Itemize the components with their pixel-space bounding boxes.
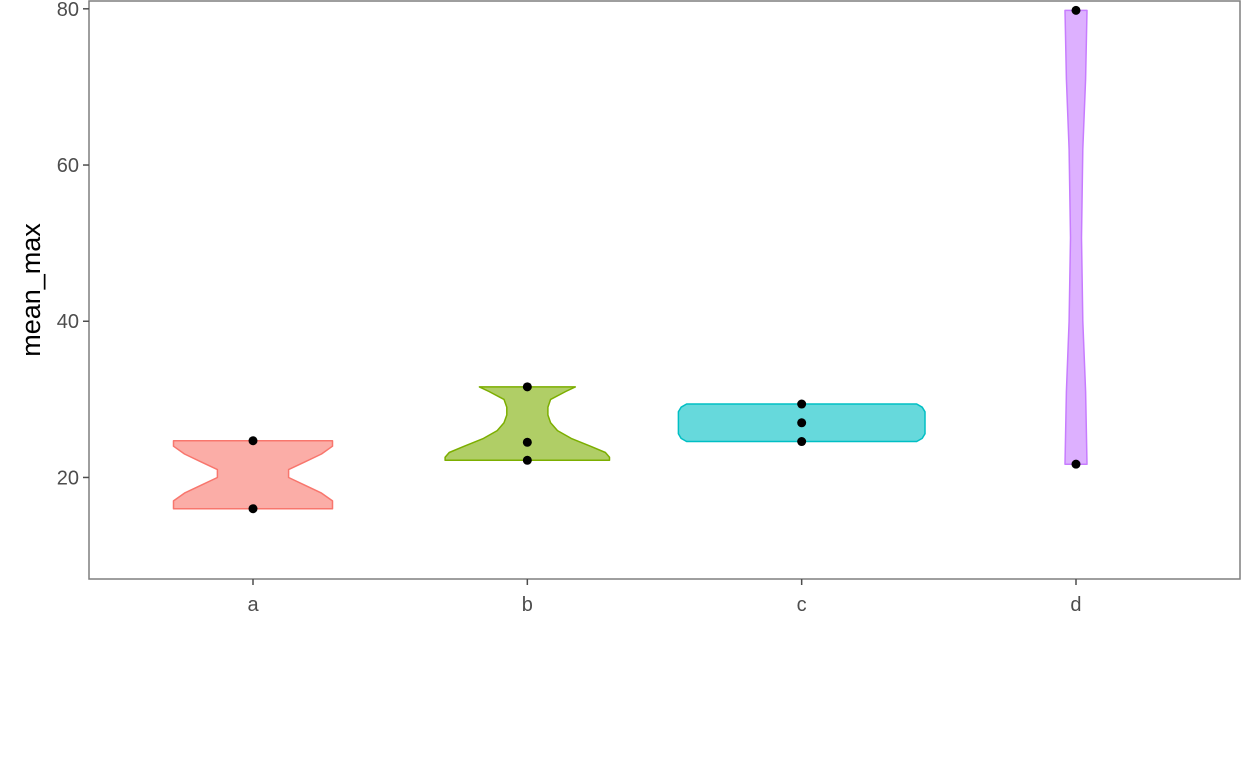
y-tick-label: 40 [57,311,79,333]
y-tick-label: 80 [57,0,79,21]
data-point-c [797,418,807,428]
data-point-d [1071,459,1081,469]
data-point-c [797,437,807,447]
x-tick-label: b [522,594,533,616]
violin-b [444,386,611,462]
data-point-a [248,504,258,514]
y-tick-label: 20 [57,467,79,489]
data-point-a [248,436,258,446]
data-point-d [1071,5,1081,15]
y-axis: 20 40 60 80 [57,0,89,489]
x-tick-label: d [1070,594,1081,616]
violin-a [172,439,334,510]
y-axis-title: mean_max [16,223,46,357]
violin-layer [172,9,1088,510]
data-point-c [797,399,807,409]
data-point-b [522,382,532,392]
x-axis: a b c d [247,579,1082,616]
data-point-b [522,455,532,465]
data-point-b [522,437,532,447]
x-tick-label: c [797,594,807,616]
y-tick-label: 60 [57,155,79,177]
x-tick-label: a [247,594,259,616]
point-layer [248,5,1081,514]
violin-d [1064,9,1088,465]
